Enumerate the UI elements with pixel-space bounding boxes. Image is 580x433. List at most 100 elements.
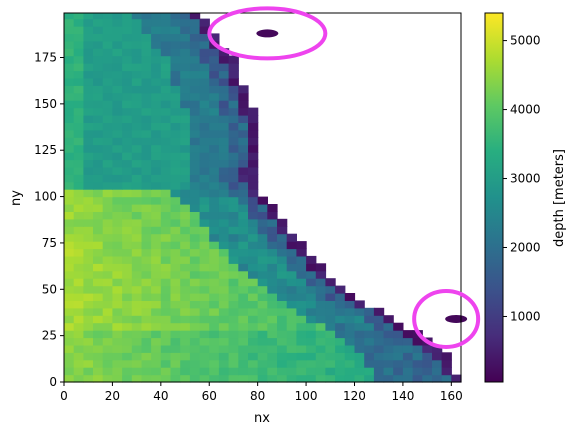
heatmap-cell <box>373 359 385 368</box>
heatmap-cell <box>199 55 210 64</box>
heatmap-cell <box>170 307 181 316</box>
heatmap-cell <box>102 367 113 376</box>
heatmap-cell <box>189 70 201 79</box>
heatmap-cell <box>122 48 133 57</box>
heatmap-cell <box>141 92 152 101</box>
heatmap-cell <box>199 63 210 72</box>
heatmap-cell <box>122 315 133 324</box>
heatmap-cell <box>257 322 268 331</box>
heatmap-cell <box>93 241 104 250</box>
heatmap-cell <box>218 63 230 72</box>
heatmap-cell <box>64 218 75 227</box>
heatmap-cell <box>189 40 201 49</box>
heatmap-cell <box>64 18 75 27</box>
y-tick-label: 0 <box>49 375 57 389</box>
heatmap-cell <box>83 344 94 353</box>
heatmap-cell <box>83 92 94 101</box>
heatmap-cell <box>93 352 104 361</box>
heatmap-cell <box>64 248 75 257</box>
heatmap-cell <box>228 337 239 346</box>
heatmap-cell <box>451 374 462 383</box>
heatmap-cell <box>64 144 75 153</box>
heatmap-cell <box>393 367 404 376</box>
heatmap-cell <box>180 100 191 109</box>
heatmap-cell <box>189 374 201 383</box>
heatmap-cell <box>189 344 201 353</box>
heatmap-cell <box>151 18 162 27</box>
heatmap-cell <box>64 33 75 42</box>
heatmap-cell <box>393 330 404 339</box>
heatmap-cell <box>73 26 84 34</box>
heatmap-cell <box>102 48 113 57</box>
heatmap-cell <box>151 218 162 227</box>
heatmap-cell <box>412 374 423 383</box>
heatmap-cell <box>335 367 346 376</box>
heatmap-cell <box>306 270 317 279</box>
heatmap-cell <box>248 174 259 183</box>
heatmap-cell <box>218 315 230 324</box>
heatmap-cell <box>412 367 423 376</box>
heatmap-cell <box>170 100 181 109</box>
heatmap-cell <box>131 330 143 339</box>
heatmap-cell <box>277 330 288 339</box>
heatmap-cell <box>93 63 104 72</box>
heatmap-cell <box>315 367 327 376</box>
heatmap-cell <box>141 307 152 316</box>
heatmap-cell <box>267 241 278 250</box>
heatmap-cell <box>83 278 94 287</box>
heatmap-cell <box>277 300 288 309</box>
heatmap-cell <box>83 218 94 227</box>
heatmap-cell <box>151 166 162 175</box>
heatmap-cell <box>364 307 375 316</box>
heatmap-cell <box>160 359 172 368</box>
heatmap-cell <box>267 344 278 353</box>
heatmap-cell <box>189 315 201 324</box>
x-axis: 0 20 40 60 80 100 120 140 160 <box>60 382 463 403</box>
heatmap-cell <box>402 352 414 361</box>
heatmap-cell <box>228 278 239 287</box>
heatmap-cell <box>364 330 375 339</box>
heatmap-cell <box>325 307 336 316</box>
heatmap-cell <box>64 241 75 250</box>
heatmap-cell <box>180 77 191 86</box>
heatmap-cell <box>180 300 191 309</box>
highlight-ellipse-northern-island <box>207 6 328 61</box>
heatmap-cell <box>199 300 210 309</box>
heatmap-cell <box>73 33 84 42</box>
heatmap-cell <box>248 152 259 161</box>
heatmap-cell <box>93 278 104 287</box>
heatmap-cell <box>131 315 143 324</box>
heatmap-cell <box>306 374 317 383</box>
heatmap-cell <box>189 137 201 146</box>
heatmap-cell <box>112 129 123 138</box>
heatmap-cell <box>122 211 133 220</box>
heatmap-cell <box>296 315 307 324</box>
heatmap-cell <box>151 137 162 146</box>
heatmap-cell <box>180 92 191 101</box>
heatmap-cell <box>151 359 162 368</box>
heatmap-cell <box>286 352 297 361</box>
heatmap-cell <box>180 85 191 94</box>
heatmap-cell <box>160 241 172 250</box>
heatmap-cell <box>228 189 239 198</box>
heatmap-cell <box>228 55 239 64</box>
heatmap-cell <box>189 122 201 131</box>
heatmap-cell <box>131 18 143 27</box>
heatmap-cell <box>228 344 239 353</box>
heatmap-cell <box>83 85 94 94</box>
heatmap-cell <box>151 285 162 294</box>
heatmap-cell <box>199 344 210 353</box>
heatmap-cell <box>335 285 346 294</box>
heatmap-cell <box>102 263 113 272</box>
heatmap-cell <box>180 159 191 168</box>
heatmap-cell <box>257 255 268 264</box>
heatmap-cell <box>141 18 152 27</box>
heatmap-cell <box>180 129 191 138</box>
heatmap-cell <box>180 322 191 331</box>
heatmap-cell <box>73 137 84 146</box>
heatmap-cell <box>131 189 143 198</box>
heatmap-cell <box>151 263 162 272</box>
heatmap-cell <box>170 285 181 294</box>
heatmap-cell <box>354 359 365 368</box>
heatmap-cell <box>112 233 123 242</box>
